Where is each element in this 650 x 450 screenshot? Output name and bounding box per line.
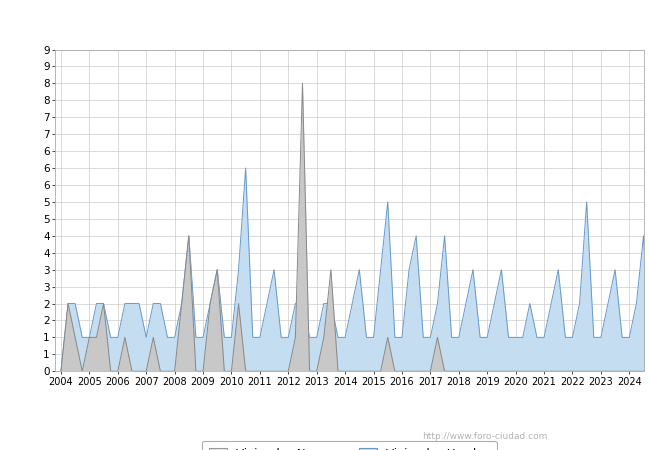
Text: Deleitosa - Evolucion del Nº de Transacciones Inmobiliarias: Deleitosa - Evolucion del Nº de Transacc… (109, 16, 541, 31)
Legend: Viviendas Nuevas, Viviendas Usadas: Viviendas Nuevas, Viviendas Usadas (202, 441, 497, 450)
Text: http://www.foro-ciudad.com: http://www.foro-ciudad.com (422, 432, 548, 441)
